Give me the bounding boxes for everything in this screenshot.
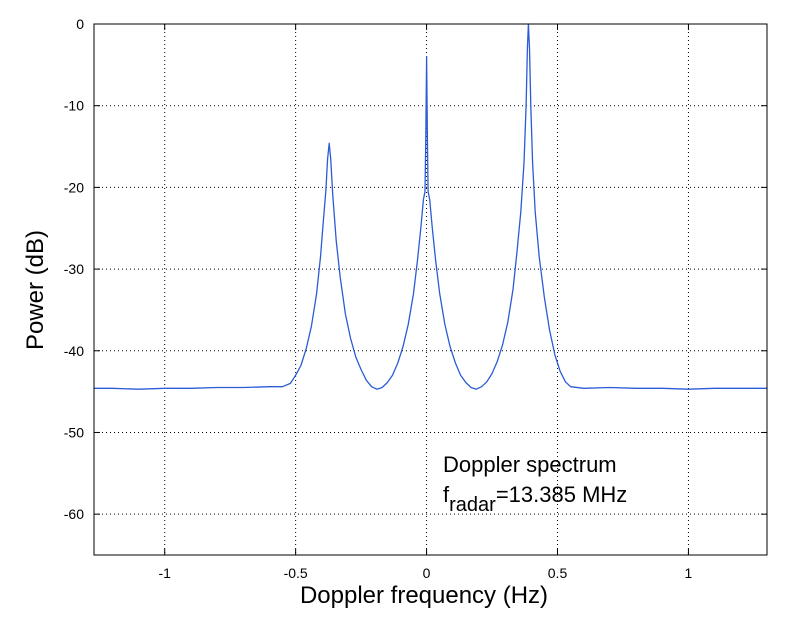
y-axis-label: Power (dB) [22, 230, 49, 350]
x-tick-label: 0 [423, 565, 431, 581]
y-tick-label: -60 [64, 506, 84, 522]
annotation-f: f [443, 482, 450, 507]
annotation-line1: Doppler spectrum [443, 452, 617, 477]
x-tick-label: -1 [158, 565, 171, 581]
x-tick-label: 0.5 [548, 565, 568, 581]
ticks-group: -1 -0.5 0 0.5 1 0 -10 -20 -30 -40 -50 -60 [64, 16, 767, 581]
plot-frame [93, 23, 768, 556]
y-tick-label: -50 [64, 424, 84, 440]
annotation-sub: radar [449, 494, 496, 516]
y-tick-label: 0 [76, 16, 84, 32]
x-tick-label: 1 [685, 565, 693, 581]
annotation-line2: fradar=13.385 MHz [443, 482, 627, 516]
x-axis-label: Doppler frequency (Hz) [300, 582, 548, 609]
y-tick-label: -30 [64, 261, 84, 277]
x-tick-label: -0.5 [284, 565, 308, 581]
spectrum-line [94, 23, 767, 390]
series-group [94, 23, 767, 390]
annotation-value: =13.385 MHz [496, 482, 627, 507]
y-tick-label: -10 [64, 98, 84, 114]
plot-area [94, 24, 767, 555]
y-tick-label: -20 [64, 179, 84, 195]
y-tick-label: -40 [64, 343, 84, 359]
